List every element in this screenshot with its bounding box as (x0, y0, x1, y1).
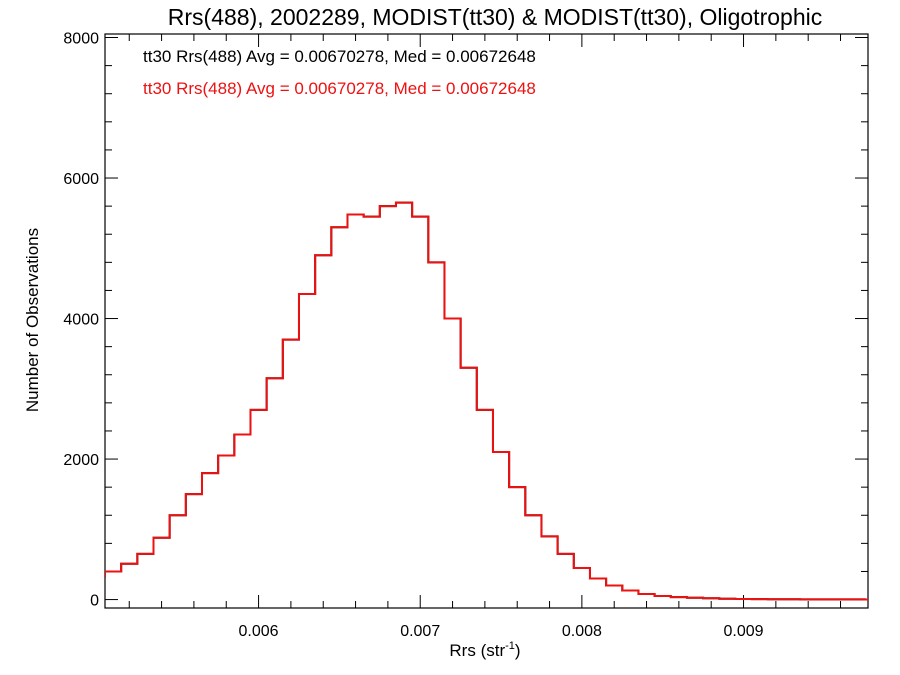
plot-frame (104, 33, 869, 609)
y-tick-label: 2000 (63, 452, 99, 469)
series-line-red (105, 201, 868, 601)
x-axis-label: Rrs (str-1) (449, 640, 520, 660)
x-axis-label-superscript: -1 (505, 640, 515, 652)
y-axis-label: Number of Observations (23, 228, 42, 412)
y-tick-label: 4000 (63, 312, 99, 329)
y-tick-label: 0 (90, 593, 99, 610)
annotation-red: tt30 Rrs(488) Avg = 0.00670278, Med = 0.… (143, 79, 536, 98)
x-tick-label: 0.007 (400, 623, 440, 640)
annotation-black: tt30 Rrs(488) Avg = 0.00670278, Med = 0.… (143, 47, 536, 66)
x-tick-label: 0.008 (562, 623, 602, 640)
x-tick-label: 0.009 (724, 623, 764, 640)
x-tick-label: 0.006 (239, 623, 279, 640)
y-tick-label: 6000 (63, 171, 99, 188)
x-axis-label-end: ) (515, 641, 521, 660)
x-axis-label-main: Rrs (str (449, 641, 505, 660)
axes-layer: 0.006 0.007 0.008 0.009 0 2000 4000 6000 8000 (63, 31, 869, 640)
y-tick-label: 8000 (63, 31, 99, 48)
chart-title: Rrs(488), 2002289, MODIST(tt30) & MODIST… (168, 4, 822, 30)
series-layer (105, 201, 868, 601)
